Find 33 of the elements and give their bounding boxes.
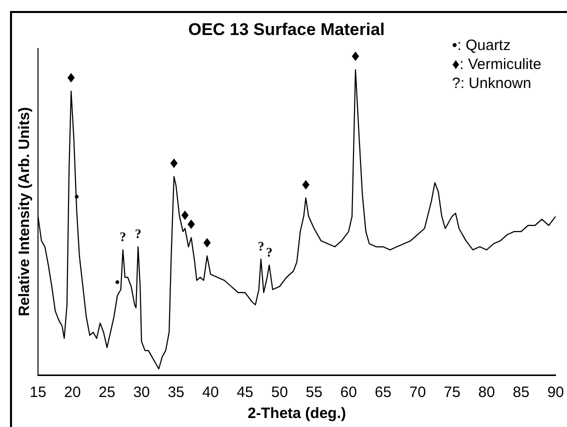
- x-tick-label: 30: [133, 384, 150, 402]
- annotation: ?: [120, 229, 126, 244]
- annotation: ♦: [300, 178, 312, 194]
- x-tick-label: 90: [547, 384, 564, 402]
- annotation: ?: Unknown: [452, 75, 532, 92]
- x-tick-label: 75: [444, 384, 460, 402]
- x-tick-label: 15: [30, 384, 46, 402]
- text: •: Quartz: [452, 37, 511, 54]
- x-tick-label: 70: [409, 384, 426, 402]
- x-tick-label: 40: [202, 384, 219, 402]
- x-tick-label: 50: [271, 384, 288, 402]
- x-tick-label: 20: [64, 384, 81, 402]
- x-axis-title: 2-Theta (deg.): [248, 405, 346, 422]
- annotation: •: [114, 276, 122, 292]
- x-tick-label: 35: [168, 384, 184, 402]
- x-tick-label: 55: [306, 384, 322, 402]
- annotation: ♦: [201, 236, 213, 252]
- annotation: ?: [258, 238, 264, 254]
- x-tick-label: 60: [340, 384, 357, 402]
- x-tick-label: 45: [236, 384, 254, 402]
- annotation: ♦: [65, 72, 77, 87]
- x-tick-label: 25: [98, 384, 116, 402]
- x-tick-label: 80: [478, 384, 495, 402]
- x-tick-label: 65: [374, 384, 392, 402]
- chart-title: OEC 13 Surface Material: [188, 20, 385, 39]
- y-axis-title: Relative Intensity (Arb. Units): [16, 107, 34, 316]
- annotation: ?: [134, 226, 142, 242]
- annotation: ♦: Vermiculite: [452, 56, 542, 74]
- annotation: ♦: [168, 156, 180, 172]
- x-tick-label: 85: [512, 384, 530, 402]
- annotation: ?: [266, 244, 272, 260]
- annotation: ♦: [185, 218, 198, 234]
- annotation: ♦: [350, 50, 362, 66]
